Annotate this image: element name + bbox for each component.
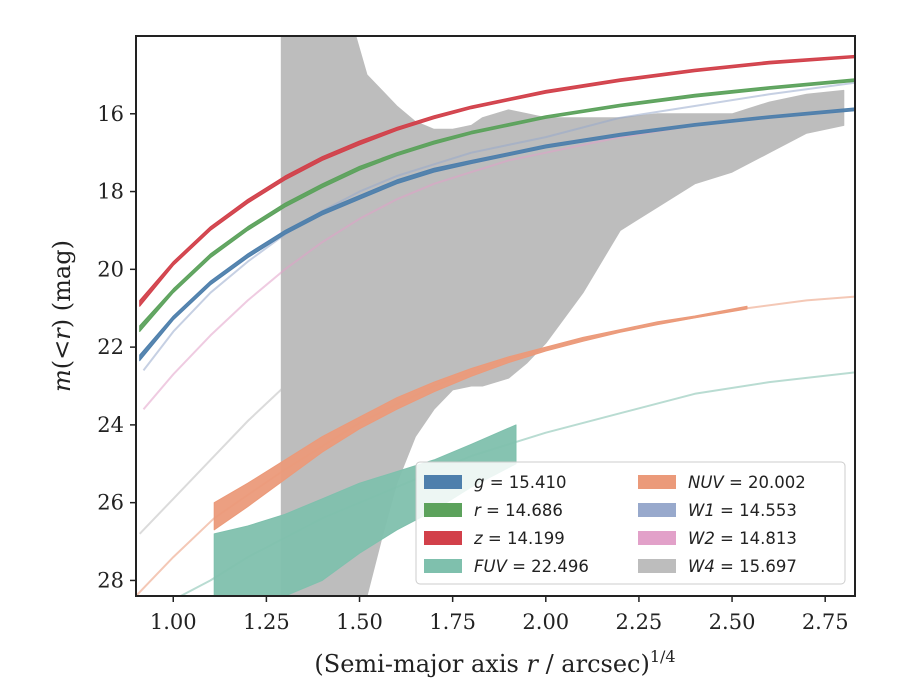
legend: g = 15.410 r = 14.686 z = 14.199 FUV = 22.4… [415, 461, 846, 585]
series-g-band [139, 107, 855, 362]
legend-label-w1: W1 = 14.553 [688, 501, 797, 520]
legend-swatch-g [424, 475, 462, 489]
x-tick-label: 1.75 [429, 610, 476, 634]
legend-label-w4: W4 = 15.697 [688, 557, 797, 576]
legend-swatch-r [424, 503, 462, 517]
legend-swatch-fuv [424, 559, 462, 573]
legend-swatch-nuv [638, 475, 676, 489]
y-axis-title-unit: (mag) [48, 240, 76, 319]
y-tick-label: 22 [97, 335, 124, 359]
x-tick-label: 2.25 [616, 610, 663, 634]
x-tick-label: 2.00 [522, 610, 569, 634]
y-axis-title: m(<r) (mag) [48, 240, 76, 392]
legend-label-z: z = 14.199 [473, 529, 565, 548]
legend-label-fuv: FUV = 22.496 [474, 557, 589, 576]
x-axis-title-var: r [526, 650, 539, 678]
x-axis-title-rest: / arcsec) [538, 650, 650, 678]
x-axis-title-exponent: 1/4 [650, 647, 676, 666]
plot-area [136, 36, 855, 596]
series-nuv-band [213, 305, 748, 531]
y-tick-label: 16 [97, 102, 124, 126]
y-axis: 16 18 20 22 24 26 28 [97, 102, 136, 592]
legend-label-w2: W2 = 14.813 [688, 529, 797, 548]
y-tick-label: 28 [97, 568, 124, 592]
series-r-band [139, 78, 855, 333]
y-tick-label: 26 [97, 491, 124, 515]
x-tick-label: 1.00 [150, 610, 197, 634]
legend-label-r: r = 14.686 [474, 501, 563, 520]
legend-label-g: g = 15.410 [474, 473, 567, 492]
x-axis-title: (Semi-major axis r / arcsec)1/4 [314, 647, 675, 678]
legend-label-nuv: NUV = 20.002 [688, 473, 806, 492]
x-tick-label: 2.50 [709, 610, 756, 634]
y-axis-title-var: m [48, 369, 76, 392]
series-z-band [139, 54, 855, 307]
legend-swatch-z [424, 531, 462, 545]
y-tick-label: 20 [97, 257, 124, 281]
x-tick-label: 2.75 [802, 610, 849, 634]
x-axis-title-main: (Semi-major axis [314, 650, 526, 678]
y-tick-label: 24 [97, 413, 124, 437]
x-axis: 1.00 1.25 1.50 1.75 2.00 2.25 2.50 2.75 [150, 596, 849, 634]
plot-frame [135, 35, 856, 597]
y-axis-title-paren-close: ) [48, 319, 76, 328]
y-axis-title-paren-open: (< [48, 340, 76, 369]
y-axis-title-r: r [48, 327, 76, 340]
legend-swatch-w4 [638, 559, 676, 573]
legend-swatch-w1 [638, 503, 676, 517]
legend-swatch-w2 [638, 531, 676, 545]
x-tick-label: 1.25 [243, 610, 290, 634]
y-tick-label: 18 [97, 180, 124, 204]
legend-box [415, 461, 846, 585]
x-tick-label: 1.50 [336, 610, 383, 634]
series-w1-model-line [142, 81, 855, 372]
